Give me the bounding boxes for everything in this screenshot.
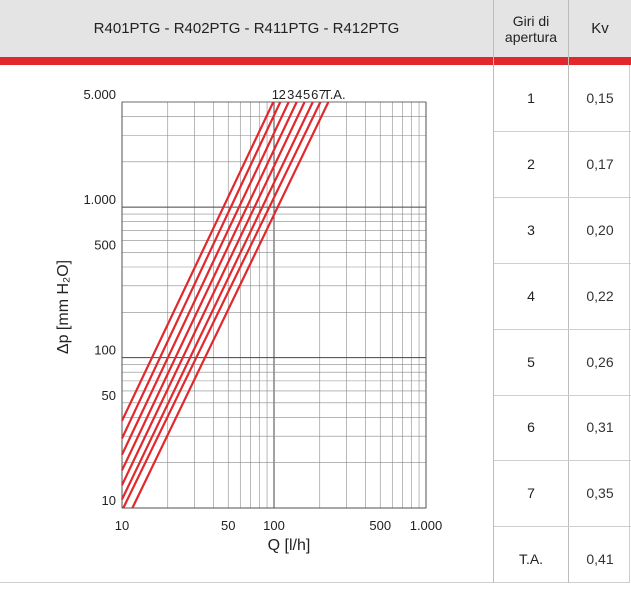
y-tick-label: 10 [102, 493, 116, 508]
giri-cell: 4 [527, 287, 535, 304]
giri-cell: 3 [527, 221, 535, 238]
x-axis-label: Q [l/h] [268, 537, 311, 554]
row-divider [494, 526, 631, 528]
table-row: 7 0,35 [494, 460, 631, 526]
series-line-4 [121, 101, 298, 471]
kv-cell: 0,20 [586, 221, 614, 238]
kv-cell: 0,35 [586, 485, 614, 502]
kv-cell: 0,26 [586, 353, 614, 370]
row-divider [494, 130, 631, 132]
series-line-6 [121, 101, 314, 500]
column-header-giri: Giri di apertura [504, 12, 558, 45]
table-header: R401PTG - R402PTG - R411PTG - R412PTG Gi… [0, 0, 631, 57]
plot-border [121, 101, 427, 509]
column-header-kv: Kv [591, 20, 609, 37]
series-label: 7 [319, 87, 326, 102]
x-tick-label: 500 [369, 518, 391, 533]
giri-cell: 5 [527, 353, 535, 370]
table-row: 4 0,22 [494, 263, 631, 329]
table-row: 6 0,31 [494, 395, 631, 461]
series-label: 3 [287, 87, 294, 102]
series-line-1 [121, 101, 275, 422]
table-row: 2 0,17 [494, 131, 631, 197]
table-row: 3 0,20 [494, 197, 631, 263]
series-line-2 [121, 101, 282, 439]
x-tick-label: 1.000 [410, 518, 443, 533]
series-label: 6 [311, 87, 318, 102]
row-divider [494, 394, 631, 396]
series-line-5 [121, 101, 306, 486]
y-tick-label: 1.000 [83, 192, 116, 207]
y-tick-label: 100 [94, 343, 116, 358]
giri-cell: 6 [527, 419, 535, 436]
y-tick-label: 5.000 [83, 87, 116, 102]
giri-cell: 1 [527, 89, 535, 106]
x-tick-label: 10 [115, 518, 129, 533]
series-line-ta [131, 101, 330, 509]
series-line-3 [121, 101, 290, 456]
giri-cell: T.A. [518, 551, 544, 568]
column-divider [493, 0, 494, 583]
series-label: 5 [303, 87, 310, 102]
series-label: 1 [272, 87, 279, 102]
pressure-flow-chart: 10 50 100 500 1.000 5.000 10 50 100 500 1.000 Q [l/… [55, 87, 443, 554]
series-label: T.A. [323, 87, 345, 102]
table-row: T.A. 0,41 [494, 526, 631, 592]
row-divider [494, 196, 631, 198]
kv-cell: 0,31 [586, 419, 614, 436]
kv-cell: 0,15 [586, 89, 614, 106]
x-tick-label: 100 [263, 518, 285, 533]
column-divider [568, 0, 569, 583]
giri-cell: 7 [527, 485, 535, 502]
y-tick-label: 50 [102, 388, 116, 403]
y-tick-label: 500 [94, 237, 116, 252]
kv-cell: 0,41 [586, 551, 614, 568]
row-divider [494, 262, 631, 264]
x-tick-label: 50 [221, 518, 235, 533]
giri-cell: 2 [527, 155, 535, 172]
red-accent-bar [0, 57, 631, 65]
chart-title: R401PTG - R402PTG - R411PTG - R412PTG [93, 20, 400, 37]
kv-cell: 0,17 [586, 155, 614, 172]
y-axis-label: Δp [mm H₂O] [55, 260, 72, 354]
table-row: 5 0,26 [494, 329, 631, 395]
row-divider [494, 328, 631, 330]
series-label: 2 [279, 87, 286, 102]
series-line-7 [122, 101, 322, 509]
kv-cell: 0,22 [586, 287, 614, 304]
series-label: 4 [295, 87, 302, 102]
table-row: 1 0,15 [494, 65, 631, 131]
row-divider [494, 460, 631, 462]
